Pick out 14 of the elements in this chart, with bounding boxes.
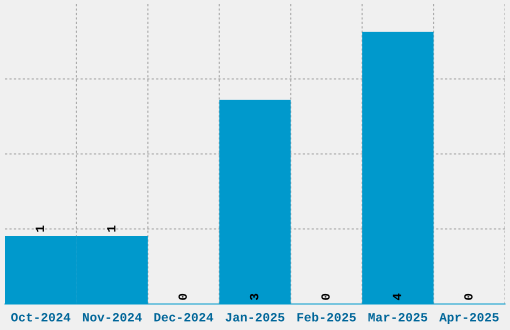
x-tick-label: Apr-2025 xyxy=(439,313,499,324)
data-label: 1 xyxy=(36,226,44,232)
data-label: 0 xyxy=(321,294,330,300)
x-tick-label: Oct-2024 xyxy=(11,313,70,322)
data-label: 3 xyxy=(250,294,258,300)
data-label: 0 xyxy=(178,294,187,300)
data-label: 0 xyxy=(464,294,473,300)
x-tick-label: Jan-2025 xyxy=(226,313,284,322)
x-tick-label: Mar-2025 xyxy=(368,313,428,322)
data-label: 4 xyxy=(392,293,402,300)
data-label: 1 xyxy=(107,226,116,232)
x-tick-label: Feb-2025 xyxy=(297,312,356,322)
x-tick-label: Nov-2024 xyxy=(82,313,142,322)
x-tick-label: Dec-2024 xyxy=(154,313,214,322)
